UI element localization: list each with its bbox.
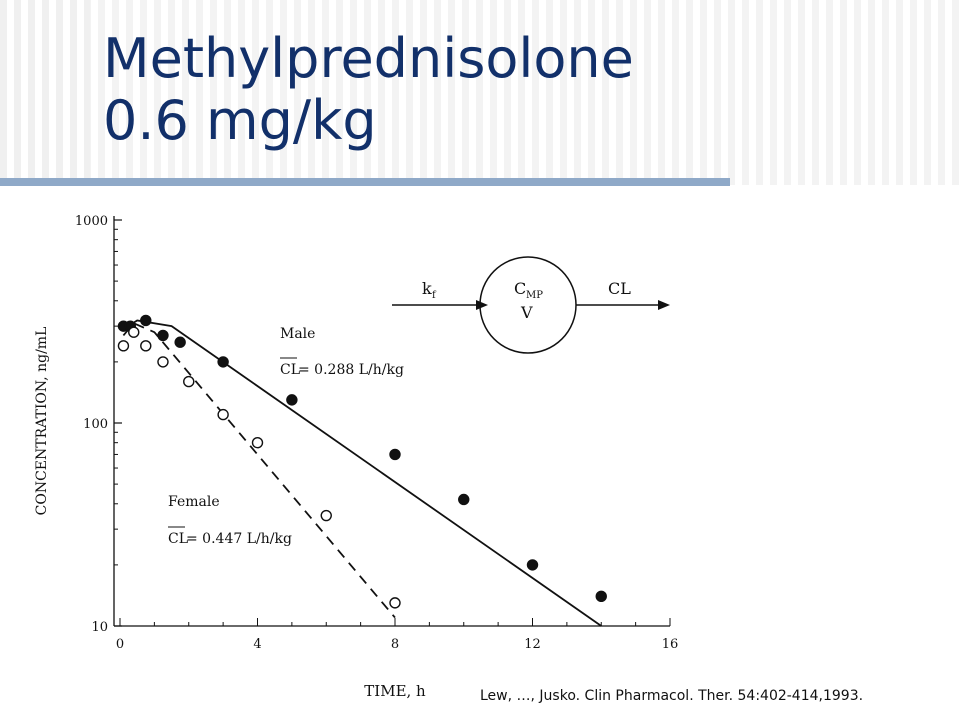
female-data-point [217, 408, 229, 421]
x-tick-label: 4 [253, 637, 261, 652]
male-label: Male [280, 326, 315, 342]
plot-axes: 10 100 1000 0 4 8 12 16 TIME, h CONCENTRATION,… [34, 214, 678, 700]
data-points [117, 314, 607, 609]
female-cl-symbol: CL [168, 531, 188, 547]
background-stripes-top [0, 0, 960, 185]
male-data-point [217, 356, 229, 368]
y-ticks: 10 100 1000 [75, 214, 122, 635]
female-data-point [251, 436, 264, 449]
male-data-point [286, 394, 298, 406]
slide-title: Methylprednisolone 0.6 mg/kg [103, 28, 634, 152]
title-divider [0, 178, 730, 186]
female-cl-value: = 0.447 L/h/kg [186, 531, 292, 547]
female-data-point [117, 340, 130, 352]
compartment-concentration-subscript: MP [526, 290, 543, 301]
x-axis-label: TIME, h [364, 682, 426, 700]
y-tick-label: 10 [91, 620, 108, 635]
citation: Lew, …, Jusko. Clin Pharmacol. Ther. 54:… [480, 688, 864, 704]
female-annotation: Female CL = 0.447 L/h/kg [168, 494, 292, 547]
male-data-point [595, 590, 607, 603]
y-tick-label: 1000 [75, 214, 108, 229]
input-rate-subscript: f [432, 290, 437, 301]
x-tick-label: 8 [391, 637, 399, 652]
female-data-point [320, 509, 332, 522]
input-rate-label: k [422, 279, 432, 298]
compartment-volume-label: V [520, 303, 533, 322]
figure-scan: k f C MP V CL 10 100 1000 0 4 8 12 16 TIME, h … [0, 186, 720, 720]
title-line-2: 0.6 mg/kg [103, 89, 377, 152]
clearance-label: CL [608, 279, 631, 298]
female-label: Female [168, 494, 220, 510]
x-tick-label: 0 [116, 637, 124, 652]
x-tick-label: 12 [524, 637, 541, 652]
x-tick-label: 16 [662, 637, 679, 652]
output-arrowhead [658, 300, 670, 310]
female-data-point [389, 597, 401, 609]
title-line-1: Methylprednisolone [103, 27, 634, 90]
male-data-point [174, 336, 186, 348]
female-data-point [183, 375, 195, 388]
compartment-concentration-label: C [514, 279, 526, 298]
y-tick-label: 100 [83, 417, 108, 432]
male-data-point [157, 329, 169, 342]
male-data-point [458, 493, 470, 506]
figure-svg: k f C MP V CL 10 100 1000 0 4 8 12 16 TIME, h … [34, 214, 678, 700]
male-cl-value: = 0.288 L/h/kg [298, 362, 404, 378]
female-data-point [157, 356, 169, 368]
male-data-point [526, 559, 539, 571]
x-ticks: 0 4 8 12 16 [116, 618, 678, 652]
y-axis-label: CONCENTRATION, ng/mL [34, 327, 50, 516]
male-data-point [389, 448, 401, 461]
male-data-point [140, 314, 152, 327]
male-cl-symbol: CL [280, 362, 300, 378]
input-arrowhead [476, 300, 488, 310]
female-data-point [140, 340, 152, 352]
compartment-diagram: k f C MP V CL [392, 256, 670, 354]
male-annotation: Male CL = 0.288 L/h/kg [280, 326, 404, 378]
female-data-point [128, 326, 140, 338]
